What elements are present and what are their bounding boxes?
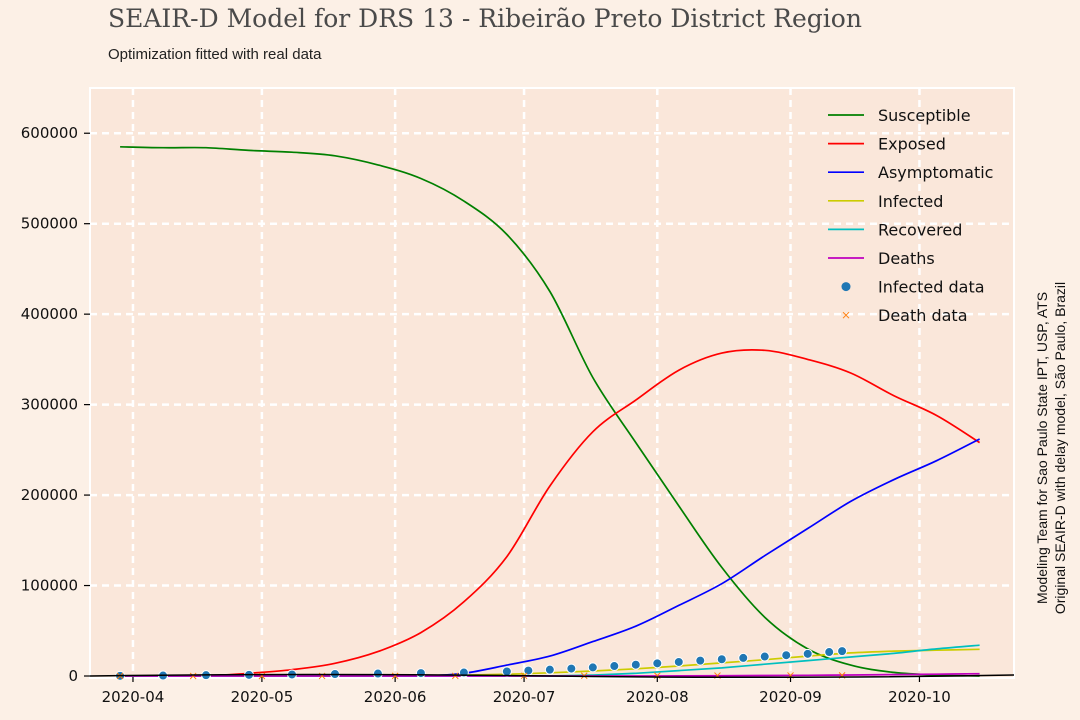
- infected-data-point: [716, 654, 727, 665]
- legend-label-deaths: Deaths: [878, 249, 935, 268]
- legend-swatch-death-data: [842, 311, 850, 319]
- infected-data-point: [630, 659, 641, 670]
- infected-data-point: [652, 658, 663, 669]
- legend-label-exposed: Exposed: [878, 135, 946, 154]
- series-line-exposed: [120, 348, 981, 678]
- x-tick-label: 2020-10: [888, 688, 951, 706]
- infected-data-point: [372, 668, 383, 679]
- y-tick-label: 0: [68, 667, 78, 685]
- legend-label-infected: Infected: [878, 192, 943, 211]
- infected-data-point: [802, 648, 813, 659]
- death-data-point: [391, 672, 399, 680]
- death-data-point: [189, 672, 197, 680]
- infected-data-point: [837, 646, 848, 657]
- x-tick-label: 2020-04: [102, 688, 165, 706]
- infected-data-point: [566, 663, 577, 674]
- legend-swatch-infected-data: [841, 282, 851, 292]
- infected-data-point: [738, 652, 749, 663]
- x-tick-label: 2020-09: [759, 688, 822, 706]
- infected-data-point: [587, 662, 598, 673]
- x-tick-label: 2020-06: [364, 688, 427, 706]
- x-axis-baseline: [89, 673, 1015, 679]
- infected-data-point: [415, 668, 426, 679]
- legend-label-infected-data: Infected data: [878, 278, 985, 297]
- x-tick-label: 2020-05: [231, 688, 294, 706]
- grid: [90, 88, 1014, 676]
- legend-label-susceptible: Susceptible: [878, 106, 971, 125]
- infected-data-point: [544, 664, 555, 675]
- infected-data-point: [695, 655, 706, 666]
- x-tick-label: 2020-07: [493, 688, 556, 706]
- chart-title: SEAIR-D Model for DRS 13 - Ribeirão Pret…: [108, 4, 862, 33]
- infected-data-point: [759, 651, 770, 662]
- y-tick-label: 200000: [21, 486, 78, 504]
- y-tick-label: 300000: [21, 396, 78, 414]
- credit-line-1: Modeling Team for Sao Paulo State IPT, U…: [1034, 292, 1050, 604]
- y-axis: 0 100000 200000 300000 400000 500000 600000: [21, 124, 90, 685]
- y-tick-label: 400000: [21, 305, 78, 323]
- infected-data-point: [501, 666, 512, 677]
- legend: Susceptible Exposed Asymptomatic Infected Re…: [828, 106, 993, 325]
- series-line-susceptible: [120, 145, 980, 677]
- death-data-point: [451, 672, 459, 680]
- legend-label-death-data: Death data: [878, 306, 968, 325]
- x-tick-label: 2020-08: [626, 688, 689, 706]
- infected-data-point: [673, 656, 684, 667]
- infected-data-point: [523, 665, 534, 676]
- infected-data-point: [824, 647, 835, 658]
- credit-line-2: Original SEAIR-D with delay model, São P…: [1052, 282, 1068, 614]
- plot-area: [89, 87, 1015, 679]
- infected-data-point: [609, 661, 620, 672]
- y-tick-label: 600000: [21, 124, 78, 142]
- x-axis: 2020-04 2020-05 2020-06 2020-07 2020-08 2020-…: [102, 676, 951, 706]
- legend-label-recovered: Recovered: [878, 220, 962, 239]
- infected-data-point: [781, 650, 792, 661]
- chart-subtitle: Optimization fitted with real data: [108, 46, 322, 63]
- y-tick-label: 500000: [21, 215, 78, 233]
- y-tick-label: 100000: [21, 577, 78, 595]
- legend-label-asymptomatic: Asymptomatic: [878, 163, 993, 182]
